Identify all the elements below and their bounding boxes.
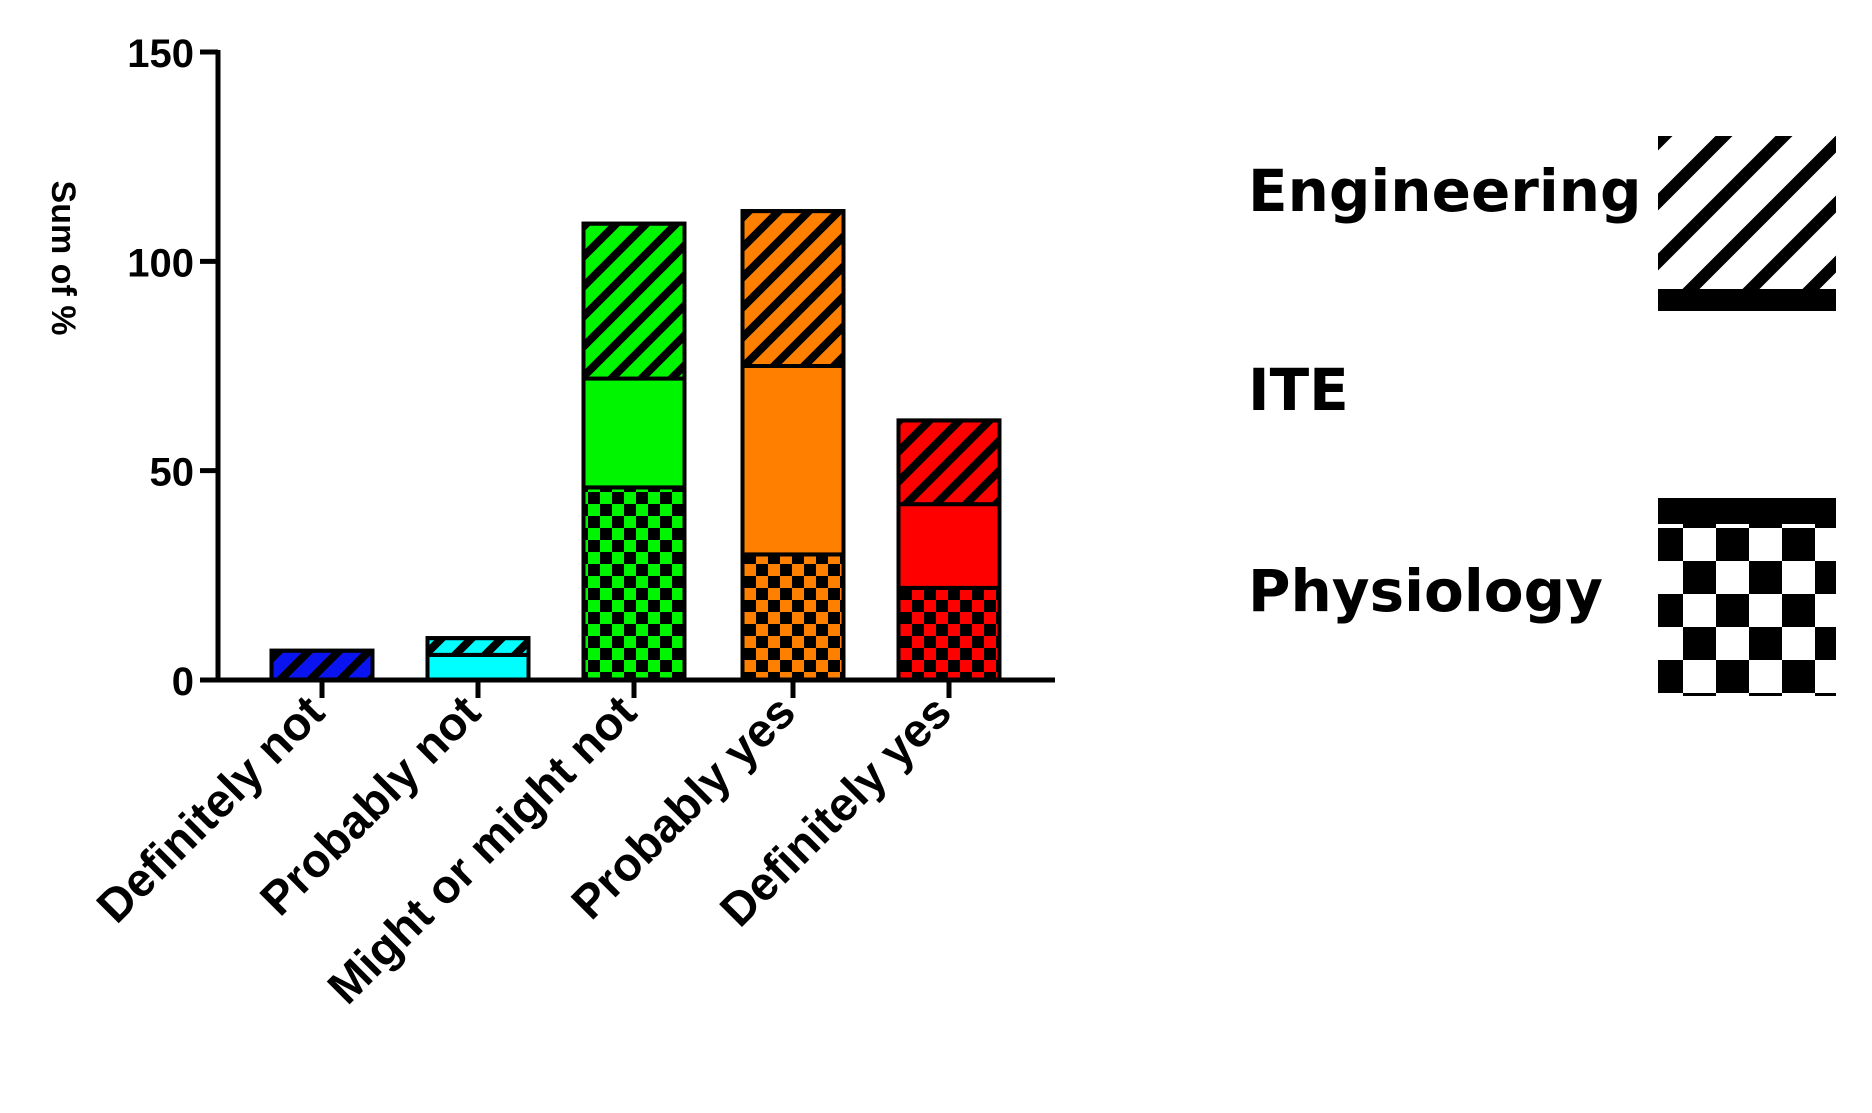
bar-group-might-or-might-not xyxy=(581,221,687,683)
bar-segment-ite-probably-yes xyxy=(740,364,846,557)
bar-segment-ite-definitely-yes xyxy=(896,502,1002,590)
legend-swatch-border-engineering xyxy=(1658,289,1836,311)
legend-label-physiology: Physiology xyxy=(1248,557,1603,625)
legend-item-physiology: Physiology xyxy=(1248,498,1836,696)
legend-swatch-physiology xyxy=(1658,498,1836,696)
y-tick-label-150: 150 xyxy=(127,32,194,76)
legend-label-ite: ITE xyxy=(1248,356,1349,424)
bar-segment-engineering-might-or-might-not xyxy=(581,221,687,381)
legend-item-ite: ITE xyxy=(1248,356,1349,424)
bar-group-definitely-yes xyxy=(896,418,1002,682)
legend-label-engineering: Engineering xyxy=(1248,157,1642,225)
bar-segment-ite-probably-not xyxy=(425,652,531,683)
legend-swatch-border-physiology xyxy=(1658,498,1836,524)
bar-segment-engineering-definitely-not xyxy=(269,648,375,683)
bar-segment-physiology-might-or-might-not xyxy=(581,485,687,682)
bar-group-probably-not xyxy=(425,636,531,683)
x-tick-label-might-or-might-not: Might or might not xyxy=(317,684,646,1013)
bar-segment-engineering-probably-yes xyxy=(740,209,846,368)
bar-segment-ite-might-or-might-not xyxy=(581,376,687,490)
y-tick-label-0: 0 xyxy=(172,660,194,704)
bar-group-definitely-not xyxy=(269,648,375,683)
bar-segment-physiology-definitely-yes xyxy=(896,585,1002,682)
bar-segment-engineering-probably-not xyxy=(425,636,531,657)
bar-segment-physiology-probably-yes xyxy=(740,552,846,683)
legend-item-engineering: Engineering xyxy=(1248,136,1836,311)
y-tick-label-50: 50 xyxy=(150,451,195,495)
legend: Engineering ITE Physiology xyxy=(1248,136,1836,696)
legend-swatch-engineering xyxy=(1658,136,1836,311)
bar-group-probably-yes xyxy=(740,209,846,683)
bar-segment-engineering-definitely-yes xyxy=(896,418,1002,507)
y-axis-label: Sum of % xyxy=(44,181,82,336)
y-tick-label-100: 100 xyxy=(127,241,194,285)
